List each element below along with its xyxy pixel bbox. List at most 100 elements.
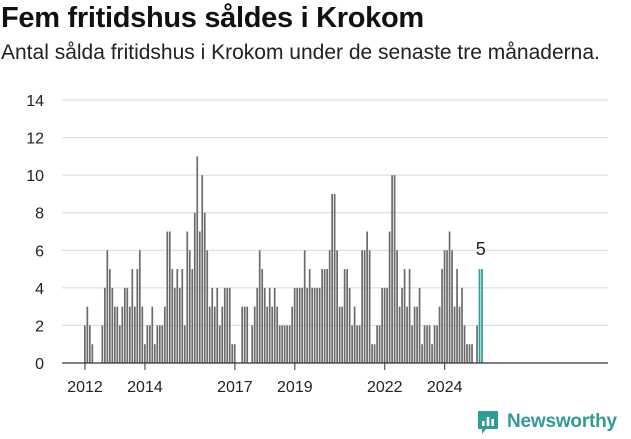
bar — [118, 325, 121, 363]
bar — [88, 325, 91, 363]
bar — [413, 306, 416, 363]
bar — [263, 287, 266, 363]
bar — [223, 287, 226, 363]
bar — [86, 306, 89, 363]
bar — [443, 250, 446, 363]
bar — [283, 325, 286, 363]
bar — [431, 344, 433, 363]
bar — [203, 212, 206, 363]
y-tick-label: 8 — [35, 206, 44, 223]
bar — [171, 269, 174, 363]
x-tick-label: 2019 — [277, 379, 313, 396]
chart-subtitle: Antal sålda fritidshus i Krokom under de… — [1, 41, 600, 64]
bar — [166, 231, 169, 363]
bar — [146, 325, 149, 363]
bar — [211, 287, 214, 363]
bar — [111, 287, 114, 363]
bar — [126, 287, 129, 363]
bar — [326, 269, 329, 363]
y-tick-label: 2 — [35, 318, 44, 335]
bar — [148, 325, 151, 363]
bar — [433, 325, 436, 363]
bar — [136, 269, 139, 363]
bar — [421, 344, 423, 363]
bar — [161, 325, 164, 363]
bar — [381, 287, 383, 363]
bar — [253, 306, 256, 363]
bar — [241, 306, 244, 363]
bar — [188, 250, 191, 363]
bar — [138, 250, 141, 363]
bar — [281, 325, 284, 363]
bar — [221, 306, 224, 363]
bar — [296, 287, 299, 363]
bar — [321, 269, 324, 363]
bar — [316, 287, 319, 363]
bar — [348, 287, 351, 363]
bar — [351, 325, 353, 363]
bar — [246, 306, 249, 363]
bar — [208, 306, 211, 363]
bar — [123, 287, 126, 363]
bar — [108, 269, 111, 363]
bar — [438, 306, 441, 363]
bar-chart: 0 2 4 6 8 10 12 14 2012 2014 2017 2019 2022 2024 5 — [26, 93, 608, 396]
bar — [288, 325, 291, 363]
bar — [153, 344, 156, 363]
bar — [396, 250, 398, 363]
bar — [418, 287, 421, 363]
bar — [436, 325, 438, 363]
bar — [278, 325, 281, 363]
bar — [453, 306, 456, 363]
x-tick-label: 2014 — [127, 379, 163, 396]
bar — [268, 287, 271, 363]
bar — [266, 306, 269, 363]
bar — [358, 325, 361, 363]
bar — [373, 344, 376, 363]
bar — [308, 269, 311, 363]
bar — [186, 231, 189, 363]
y-tick-label: 0 — [35, 356, 44, 373]
y-tick-label: 12 — [26, 131, 44, 148]
bar — [313, 287, 316, 363]
bar — [476, 325, 478, 363]
bar — [303, 250, 306, 363]
bar — [343, 269, 346, 363]
bar — [428, 325, 431, 363]
bar — [471, 344, 473, 363]
y-axis-labels: 0 2 4 6 8 10 12 14 — [26, 93, 44, 373]
bar — [466, 344, 468, 363]
bar — [218, 325, 221, 363]
highlighted-bar — [478, 269, 481, 363]
last-value-label: 5 — [476, 239, 486, 259]
chart-title: Fem fritidshus såldes i Krokom — [1, 2, 424, 34]
bar — [271, 306, 274, 363]
bar — [276, 306, 279, 363]
x-axis-labels: 2012 2014 2017 2019 2022 2024 — [67, 363, 463, 396]
bar — [361, 250, 363, 363]
bar — [201, 175, 204, 363]
bar — [243, 306, 246, 363]
bar — [91, 344, 94, 363]
bar — [386, 287, 388, 363]
bar — [366, 231, 368, 363]
bar — [398, 306, 401, 363]
bar — [173, 287, 176, 363]
bar — [411, 325, 413, 363]
bar — [291, 306, 294, 363]
bar — [383, 287, 386, 363]
bar — [423, 325, 426, 363]
bar — [191, 269, 194, 363]
bar — [391, 175, 393, 363]
bar — [456, 269, 458, 363]
bar — [448, 231, 451, 363]
bar — [408, 269, 411, 363]
bar — [168, 231, 171, 363]
bar — [178, 287, 181, 363]
bar — [106, 250, 109, 363]
brand-name: Newsworthy — [507, 411, 617, 432]
bar — [463, 325, 466, 363]
bar — [176, 269, 179, 363]
x-tick-label: 2017 — [217, 379, 253, 396]
y-tick-label: 10 — [26, 168, 44, 185]
